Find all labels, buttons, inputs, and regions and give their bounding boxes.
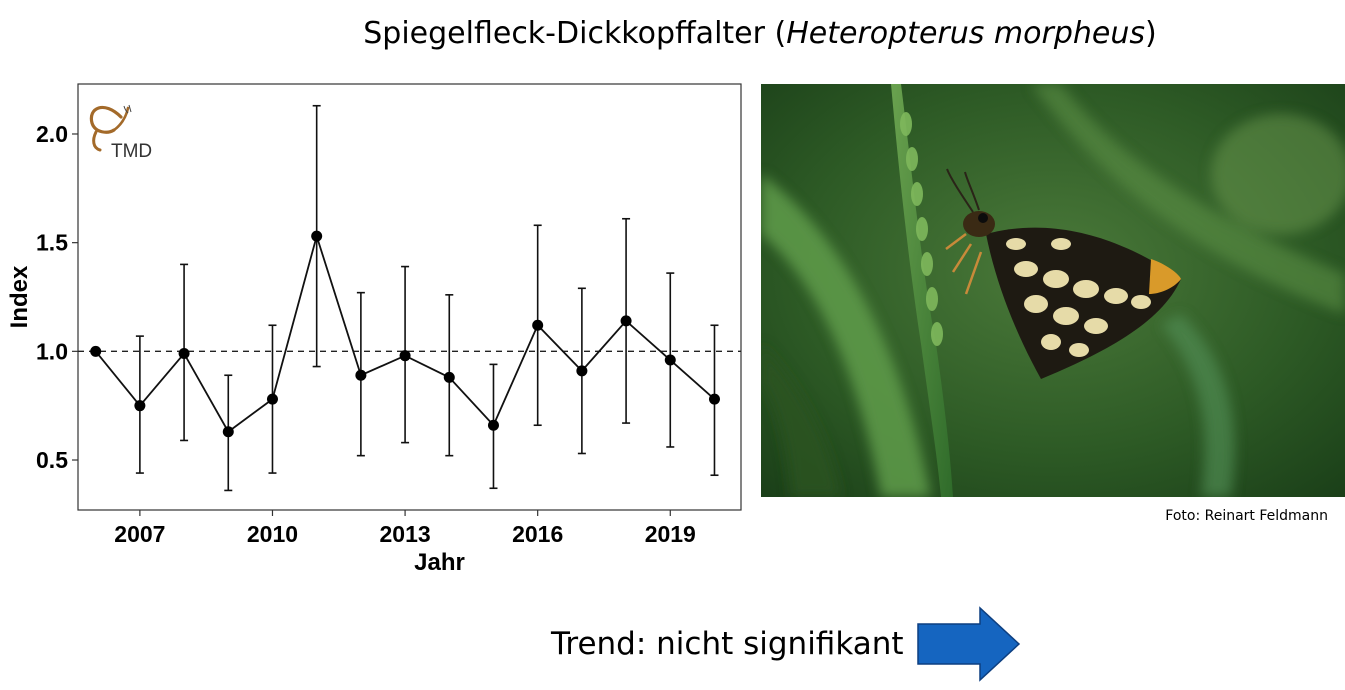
logo-text: TMD [111, 141, 152, 162]
trend-label: Trend: nicht signifikant [551, 626, 904, 662]
butterfly-photo [761, 84, 1345, 497]
butterfly-icon [945, 168, 1181, 379]
plot-frame [77, 83, 742, 511]
y-axis-label: Index [6, 265, 33, 328]
data-point [576, 365, 588, 377]
data-point [620, 315, 632, 327]
title-latin-name: Heteropterus morpheus [786, 16, 1146, 51]
data-point [222, 426, 234, 438]
data-point [178, 348, 190, 360]
data-point [664, 354, 676, 366]
photo-credit: Foto: Reinart Feldmann [1165, 508, 1328, 524]
data-point [90, 345, 102, 357]
data-point [399, 350, 411, 362]
title-common-name: Spiegelfleck-Dickkopffalter [363, 16, 765, 51]
x-tick-label: 2016 [512, 521, 563, 547]
x-tick-label: 2013 [379, 521, 430, 547]
title-close-paren: ) [1145, 16, 1157, 51]
slide-title: Spiegelfleck-Dickkopffalter (Heteropteru… [300, 14, 1220, 54]
tmd-logo: TMD [89, 104, 152, 162]
data-point [532, 319, 544, 331]
title-open-paren: ( [774, 16, 787, 51]
y-tick-label: 1.0 [36, 338, 68, 364]
y-tick-label: 1.5 [36, 230, 68, 256]
plot-layer: 0.5 1.0 1.5 2.0 2007 2010 2013 2016 2019 Jahr Inde… [6, 83, 742, 576]
index-chart: 0.5 1.0 1.5 2.0 2007 2010 2013 2016 2019 Jahr Inde… [6, 83, 742, 576]
data-point [355, 369, 367, 381]
data-point [443, 371, 455, 383]
butterfly-logo-icon [89, 104, 132, 152]
data-point [708, 393, 720, 405]
data-point [134, 400, 146, 412]
data-point [266, 393, 278, 405]
trend-arrow-right-icon [917, 606, 1021, 682]
x-tick-label: 2007 [114, 521, 165, 547]
x-tick-label: 2010 [247, 521, 298, 547]
x-tick-label: 2019 [645, 521, 696, 547]
data-point [487, 419, 499, 431]
data-point [311, 230, 323, 242]
y-tick-label: 0.5 [36, 447, 68, 473]
y-tick-label: 2.0 [36, 121, 68, 147]
x-axis-label: Jahr [414, 549, 465, 576]
